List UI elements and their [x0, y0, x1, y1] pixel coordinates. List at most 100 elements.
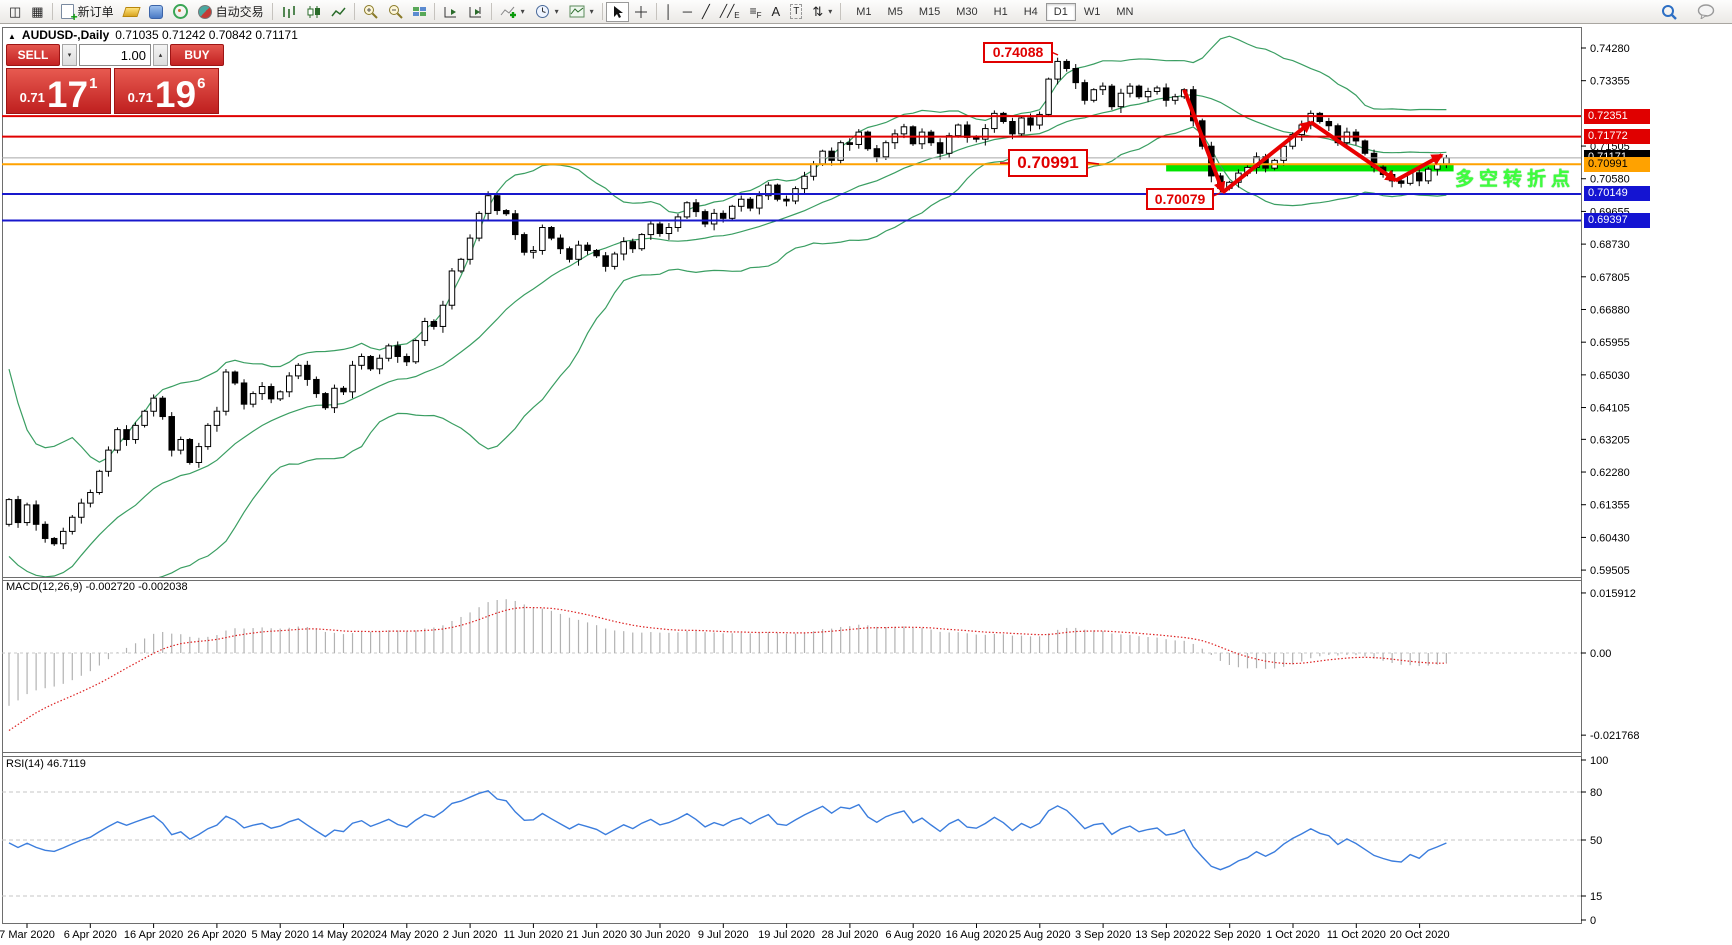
chart-shift-icon[interactable] — [438, 2, 463, 22]
axis-tick-label: 0.66880 — [1590, 304, 1630, 316]
volume-decrease-button[interactable]: ▾ — [62, 44, 77, 66]
timeframe-button-w1[interactable]: W1 — [1076, 3, 1109, 21]
date-tick-label: 20 Oct 2020 — [1390, 929, 1450, 941]
timeframe-button-m30[interactable]: M30 — [948, 3, 985, 21]
date-tick-label: 6 Aug 2020 — [885, 929, 941, 941]
autotrading-button[interactable]: 自动交易 — [193, 2, 269, 22]
axis-tick-label: 50 — [1590, 835, 1602, 847]
date-tick-label: 2 Jun 2020 — [443, 929, 497, 941]
shapes-tool-icon[interactable]: ⇅ ▾ — [807, 2, 837, 22]
axis-tick-label: 0.65030 — [1590, 370, 1630, 382]
turning-point-note: 多空转折点 — [1455, 169, 1576, 190]
date-tick-label: 5 May 2020 — [251, 929, 308, 941]
volume-input[interactable] — [79, 44, 151, 66]
dropdown-caret-icon: ▾ — [828, 7, 833, 16]
volume-increase-button[interactable]: ▴ — [153, 44, 168, 66]
text-tool-icon[interactable]: A — [767, 2, 786, 22]
timeframe-button-mn[interactable]: MN — [1108, 3, 1141, 21]
axis-tick-label: 80 — [1590, 787, 1602, 799]
chart-preview-icon[interactable]: ▦ — [26, 2, 48, 22]
date-tick-label: 21 Jun 2020 — [566, 929, 627, 941]
crosshair-tool-icon[interactable] — [629, 2, 653, 22]
text-label-tool-icon[interactable]: T — [785, 2, 807, 22]
candlestick-icon[interactable] — [301, 2, 326, 22]
periods-clock-icon[interactable]: ▾ — [530, 2, 564, 22]
horizontal-line-tool-icon[interactable]: ─ — [678, 2, 697, 22]
symbol-period-label: AUDUSD-,Daily — [21, 28, 110, 42]
timeframe-group: M1 M5 M15 M30 H1 H4 D1 W1 MN — [848, 2, 1141, 21]
timeframe-button-m15[interactable]: M15 — [911, 3, 948, 21]
low-price-callout[interactable]: 0.70079 — [1146, 188, 1214, 210]
date-tick-label: 11 Oct 2020 — [1327, 929, 1386, 941]
bar-chart-icon[interactable] — [276, 2, 301, 22]
dropdown-caret-icon: ▾ — [520, 7, 525, 16]
axis-tick-label: 0.61355 — [1590, 500, 1630, 512]
window-layout-icon[interactable]: ◫ — [4, 2, 26, 22]
high-price-callout[interactable]: 0.74088 — [983, 42, 1053, 63]
date-tick-label: 1 Oct 2020 — [1266, 929, 1320, 941]
axis-tick-label: 0.59505 — [1590, 565, 1630, 577]
timeframe-button-d1[interactable]: D1 — [1045, 2, 1076, 21]
toolbar-separator — [601, 3, 603, 20]
toolbar-separator — [433, 3, 435, 20]
indicators-add-icon[interactable]: ▾ — [495, 2, 530, 22]
axis-tick-label: 0.68730 — [1590, 239, 1630, 251]
date-tick-label: 13 Sep 2020 — [1135, 929, 1197, 941]
timeframe-button-m1[interactable]: M1 — [848, 3, 879, 21]
ohlc-values: 0.71035 0.71242 0.70842 0.71171 — [115, 28, 298, 42]
timeframe-button-m5[interactable]: M5 — [880, 3, 911, 21]
axis-tick-label: 0.62280 — [1590, 467, 1630, 479]
line-chart-icon[interactable] — [326, 2, 351, 22]
auto-scroll-icon[interactable] — [463, 2, 488, 22]
trendline-tool-icon[interactable]: ╱ — [697, 2, 715, 22]
chat-icon[interactable] — [1692, 2, 1720, 22]
main-toolbar: ◫ ▦ 新订单 自动交易 — [0, 0, 1732, 24]
axis-tick-label: 0.64105 — [1590, 403, 1630, 415]
templates-icon[interactable]: ▾ — [564, 2, 599, 22]
search-icon[interactable] — [1656, 2, 1682, 22]
tile-windows-icon[interactable] — [408, 2, 431, 22]
axis-tick-label: 0.73355 — [1590, 76, 1630, 88]
timeframe-button-h1[interactable]: H1 — [986, 3, 1016, 21]
axis-tick-label: 0 — [1590, 915, 1596, 927]
sell-price-display[interactable]: 0.71 17 1 — [6, 68, 111, 114]
macd-indicator-label: MACD(12,26,9) -0.002720 -0.002038 — [6, 581, 188, 593]
channel-tool-icon[interactable]: ╱╱E — [715, 2, 745, 22]
price-badge-0.71772: 0.71772 — [1584, 129, 1650, 145]
date-tick-label: 25 Aug 2020 — [1009, 929, 1071, 941]
toolbar-separator — [353, 3, 355, 20]
market-watch-icon[interactable] — [119, 2, 144, 22]
axis-tick-label: 0.65955 — [1590, 337, 1630, 349]
chart-title: ▲ AUDUSD-,Daily 0.71035 0.71242 0.70842 … — [8, 28, 298, 42]
date-tick-label: 30 Jun 2020 — [630, 929, 691, 941]
buy-price-display[interactable]: 0.71 19 6 — [114, 68, 219, 114]
mid-price-callout[interactable]: 0.70991 — [1008, 149, 1088, 177]
date-tick-label: 19 Jul 2020 — [758, 929, 815, 941]
date-tick-label: 16 Apr 2020 — [124, 929, 183, 941]
price-badge-0.69397: 0.69397 — [1584, 213, 1650, 229]
axis-tick-label: 0.63205 — [1590, 434, 1630, 446]
toolbar-separator — [51, 3, 53, 20]
zoom-out-icon[interactable] — [383, 2, 408, 22]
price-badge-0.72351: 0.72351 — [1584, 108, 1650, 124]
autotrading-label: 自动交易 — [215, 5, 264, 19]
new-order-button[interactable]: 新订单 — [56, 2, 119, 24]
axis-tick-label: -0.021768 — [1590, 730, 1640, 742]
axis-tick-label: 0.60430 — [1590, 532, 1630, 544]
buy-button[interactable]: BUY — [170, 44, 224, 66]
date-tick-label: 22 Sep 2020 — [1199, 929, 1261, 941]
date-tick-label: 14 May 2020 — [312, 929, 376, 941]
date-tick-label: 3 Sep 2020 — [1075, 929, 1131, 941]
cursor-tool-icon[interactable] — [605, 1, 629, 22]
vertical-line-tool-icon[interactable]: │ — [660, 2, 678, 22]
data-window-icon[interactable] — [144, 2, 168, 22]
sell-button[interactable]: SELL — [6, 44, 60, 66]
toolbar-separator — [271, 3, 273, 20]
dropdown-caret-icon: ▾ — [554, 7, 559, 16]
timeframe-button-h4[interactable]: H4 — [1016, 3, 1046, 21]
signal-icon[interactable] — [168, 2, 193, 22]
zoom-in-icon[interactable] — [358, 2, 383, 22]
fibonacci-tool-icon[interactable]: ≡F — [745, 2, 767, 22]
